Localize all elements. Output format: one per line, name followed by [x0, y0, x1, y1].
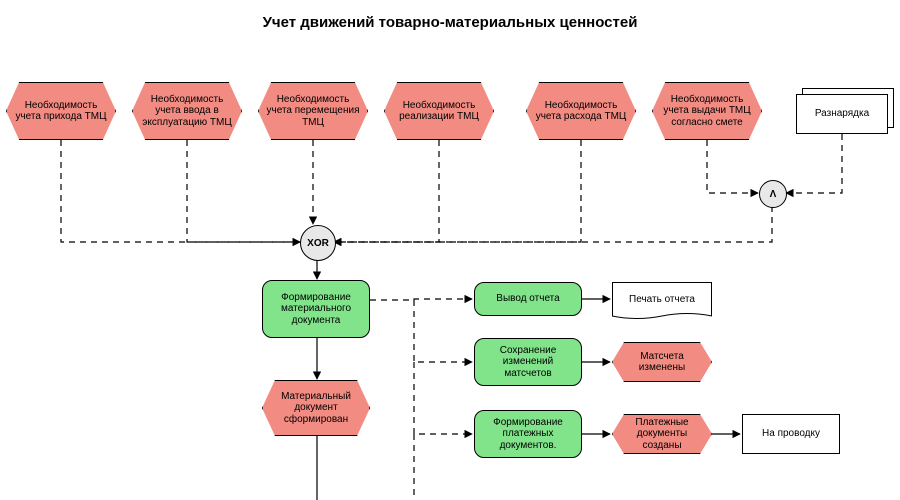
diagram-title: Учет движений товарно-материальных ценно… [0, 14, 900, 31]
diagram-canvas: Учет движений товарно-материальных ценно… [0, 0, 900, 500]
node-doc1: Разнарядка [796, 94, 888, 134]
node-label: XOR [307, 238, 329, 249]
node-ev9: Платежные документы созданы [612, 414, 712, 454]
edge-f1-f4 [414, 362, 472, 434]
node-label: Печать отчета [629, 294, 695, 306]
node-ev5: Необходимость учета расхода ТМЦ [526, 82, 636, 140]
node-label: Необходимость учета выдачи ТМЦ согласно … [657, 94, 757, 129]
node-label: Сохранение изменений матсчетов [481, 345, 575, 380]
edge-doc1-and [786, 134, 842, 193]
node-d3: На проводку [742, 414, 840, 454]
node-label: На проводку [762, 428, 820, 440]
edge-ev6-and [707, 140, 758, 193]
node-label: Формирование материального документа [269, 292, 363, 327]
node-label: Необходимость реализации ТМЦ [389, 100, 489, 123]
node-label: Необходимость учета перемещения ТМЦ [263, 94, 363, 129]
node-label: Λ [770, 189, 777, 200]
node-f1: Формирование материального документа [262, 280, 370, 338]
node-label: Формирование платежных документов. [481, 417, 575, 452]
node-label: Необходимость учета расхода ТМЦ [531, 100, 631, 123]
node-ev4: Необходимость реализации ТМЦ [384, 82, 494, 140]
node-label: Вывод отчета [496, 293, 559, 305]
node-d2: Печать отчета [612, 282, 712, 316]
edge-and-xor [334, 206, 772, 242]
edge-ev4-xor [334, 140, 439, 242]
edge-ev2-xor [187, 140, 300, 242]
node-ev7: Материальный документ сформирован [262, 380, 370, 436]
node-ev8: Матсчета изменены [612, 342, 712, 382]
node-label: Необходимость учета ввода в эксплуатацию… [137, 94, 237, 129]
node-label: Матсчета изменены [617, 351, 707, 374]
node-label: Платежные документы созданы [617, 417, 707, 452]
node-label: Необходимость учета прихода ТМЦ [11, 100, 111, 123]
edge-f1-f2 [370, 299, 472, 300]
node-label: Разнарядка [815, 108, 869, 120]
node-label: Материальный документ сформирован [267, 391, 365, 426]
node-and: Λ [759, 180, 787, 208]
node-ev3: Необходимость учета перемещения ТМЦ [258, 82, 368, 140]
node-ev2: Необходимость учета ввода в эксплуатацию… [132, 82, 242, 140]
edge-f1-f3 [414, 300, 472, 362]
node-f3: Сохранение изменений матсчетов [474, 338, 582, 386]
wave-icon [612, 311, 712, 321]
node-xor: XOR [300, 225, 336, 261]
node-f4: Формирование платежных документов. [474, 410, 582, 458]
node-f2: Вывод отчета [474, 282, 582, 316]
node-ev6: Необходимость учета выдачи ТМЦ согласно … [652, 82, 762, 140]
node-ev1: Необходимость учета прихода ТМЦ [6, 82, 116, 140]
edge-ev5-xor [334, 140, 581, 242]
edge-ev1-xor [61, 140, 300, 242]
